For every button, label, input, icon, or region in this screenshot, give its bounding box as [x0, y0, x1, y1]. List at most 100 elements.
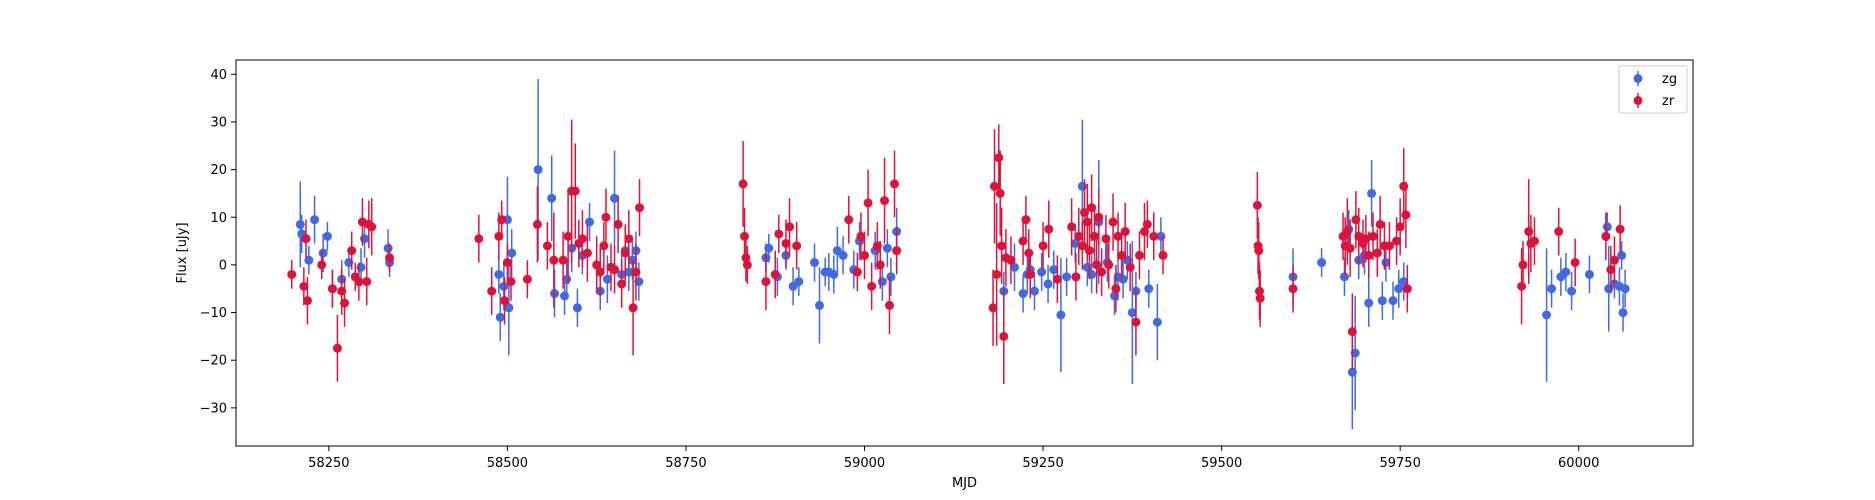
data-point	[474, 234, 483, 243]
data-point	[559, 256, 568, 265]
data-point	[1135, 251, 1144, 260]
data-point	[494, 270, 503, 279]
data-point	[1554, 227, 1563, 236]
y-tick-label: −30	[200, 401, 227, 416]
data-point	[301, 234, 310, 243]
data-point	[523, 275, 532, 284]
data-point	[1289, 284, 1298, 293]
data-point	[892, 246, 901, 255]
legend-marker-zr	[1634, 96, 1643, 105]
data-point	[328, 284, 337, 293]
data-point	[610, 265, 619, 274]
data-point	[1143, 220, 1152, 229]
data-point	[1517, 282, 1526, 291]
data-point	[635, 203, 644, 212]
data-point	[1561, 268, 1570, 277]
data-point	[815, 301, 824, 310]
data-point	[1056, 310, 1065, 319]
data-point	[599, 241, 608, 250]
data-point	[1519, 260, 1528, 269]
data-point	[585, 218, 594, 227]
data-point	[1121, 227, 1130, 236]
data-point	[844, 215, 853, 224]
data-point	[1111, 284, 1120, 293]
x-tick-label: 58250	[308, 456, 349, 471]
data-point	[761, 277, 770, 286]
data-point	[792, 241, 801, 250]
y-tick-label: 0	[219, 258, 227, 273]
data-point	[340, 299, 349, 308]
data-point	[839, 251, 848, 260]
data-point	[867, 282, 876, 291]
data-point	[1149, 232, 1158, 241]
data-point	[319, 249, 328, 258]
data-point	[1616, 225, 1625, 234]
data-point	[886, 272, 895, 281]
x-tick-label: 58750	[665, 456, 706, 471]
legend: zg zr	[1619, 66, 1687, 113]
data-point	[356, 263, 365, 272]
data-point	[560, 291, 569, 300]
data-point	[578, 234, 587, 243]
data-point	[317, 260, 326, 269]
data-point	[303, 296, 312, 305]
data-point	[990, 182, 999, 191]
data-point	[1024, 249, 1033, 258]
data-point	[601, 213, 610, 222]
data-point	[1621, 284, 1630, 293]
data-point	[1256, 294, 1265, 303]
data-point	[1253, 201, 1262, 210]
data-point	[1317, 258, 1326, 267]
data-point	[810, 258, 819, 267]
data-point	[1085, 246, 1094, 255]
data-point	[1254, 246, 1263, 255]
data-point	[740, 232, 749, 241]
data-point	[500, 296, 509, 305]
y-tick-label: 10	[210, 211, 227, 226]
data-point	[1547, 284, 1556, 293]
data-point	[878, 277, 887, 286]
y-tick-label: −20	[200, 354, 227, 369]
data-point	[771, 270, 780, 279]
data-point	[385, 253, 394, 262]
data-point	[1019, 289, 1028, 298]
plot-area	[236, 60, 1693, 446]
data-point	[1610, 256, 1619, 265]
data-point	[1585, 270, 1594, 279]
data-point	[287, 270, 296, 279]
data-point	[1567, 287, 1576, 296]
data-point	[794, 277, 803, 286]
data-point	[362, 277, 371, 286]
data-point	[1094, 213, 1103, 222]
data-point	[367, 222, 376, 231]
data-point	[1348, 327, 1357, 336]
data-point	[310, 215, 319, 224]
data-point	[506, 277, 515, 286]
data-point	[583, 249, 592, 258]
data-point	[573, 303, 582, 312]
data-point	[629, 303, 638, 312]
data-point	[1053, 275, 1062, 284]
data-point	[347, 246, 356, 255]
data-point	[1369, 232, 1378, 241]
data-point	[1571, 258, 1580, 267]
data-point	[880, 196, 889, 205]
data-point	[496, 313, 505, 322]
data-point	[1006, 256, 1015, 265]
data-point	[1530, 237, 1539, 246]
data-point	[876, 260, 885, 269]
data-point	[333, 344, 342, 353]
data-point	[1030, 287, 1039, 296]
y-tick-label: 40	[210, 68, 227, 83]
data-point	[743, 260, 752, 269]
data-point	[534, 165, 543, 174]
data-point	[1044, 279, 1053, 288]
data-point	[883, 244, 892, 253]
data-point	[1131, 318, 1140, 327]
data-point	[1542, 310, 1551, 319]
data-point	[994, 153, 1003, 162]
data-point	[631, 268, 640, 277]
data-point	[1603, 222, 1612, 231]
data-point	[1601, 232, 1610, 241]
data-point	[1524, 227, 1533, 236]
